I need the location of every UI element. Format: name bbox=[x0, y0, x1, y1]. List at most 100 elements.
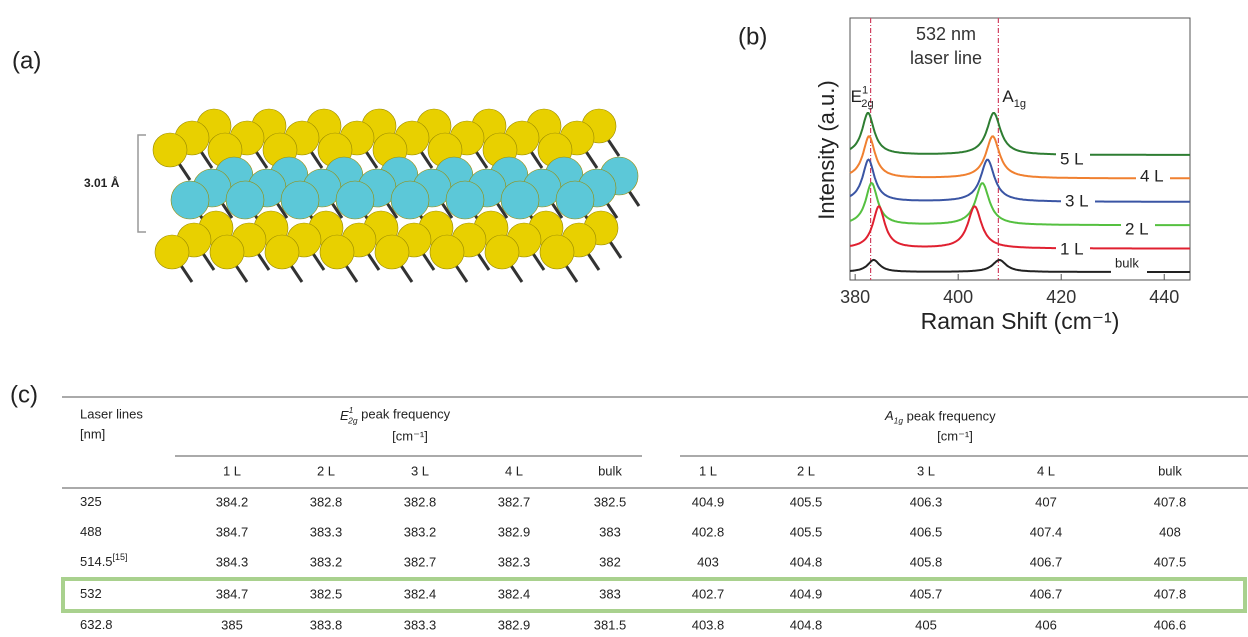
column-header: bulk bbox=[598, 463, 622, 478]
citation: [15] bbox=[113, 552, 128, 562]
superscript: 1 bbox=[862, 84, 868, 96]
superscript: 1 bbox=[349, 405, 354, 415]
chart-title: laser line bbox=[910, 48, 982, 68]
cell: 382.4 bbox=[498, 586, 531, 601]
cell: 383 bbox=[599, 586, 621, 601]
symbol: A bbox=[1002, 87, 1014, 106]
atom bbox=[335, 180, 375, 220]
bracket bbox=[137, 134, 146, 233]
spectrum bbox=[849, 135, 1190, 180]
series-label: 2 L bbox=[1125, 219, 1149, 238]
atom bbox=[374, 234, 410, 270]
label-bg bbox=[1136, 167, 1170, 187]
cell: 382 bbox=[599, 554, 621, 569]
column-header: bulk bbox=[1158, 463, 1182, 478]
unit: [cm⁻¹] bbox=[937, 428, 973, 443]
cell: 383.3 bbox=[310, 524, 343, 539]
header: peak frequency bbox=[358, 407, 451, 422]
symbol-label: E1 2g peak frequency bbox=[340, 405, 451, 425]
cell: 382.5 bbox=[594, 494, 627, 509]
cell: 407.8 bbox=[1154, 586, 1187, 601]
atom bbox=[500, 180, 540, 220]
cell: 408 bbox=[1159, 524, 1181, 539]
x-axis-label: Raman Shift (cm⁻¹) bbox=[921, 308, 1120, 334]
column-header: 1 L bbox=[699, 463, 717, 478]
cell: 404.8 bbox=[790, 617, 823, 632]
atom bbox=[209, 234, 245, 270]
cell: 405.5 bbox=[790, 524, 823, 539]
cell: 406.7 bbox=[1030, 554, 1063, 569]
series-label: 1 L bbox=[1060, 239, 1084, 258]
cell: 405.8 bbox=[910, 554, 943, 569]
cell: 383.2 bbox=[310, 554, 343, 569]
cell: 405.7 bbox=[910, 586, 943, 601]
series-label: bulk bbox=[1115, 255, 1139, 270]
cell: 383.2 bbox=[404, 524, 437, 539]
atom bbox=[319, 234, 355, 270]
cell: 404.9 bbox=[790, 586, 823, 601]
cell: 384.7 bbox=[216, 524, 249, 539]
cell: 382.7 bbox=[498, 494, 531, 509]
row-highlight bbox=[61, 577, 1247, 613]
chart-title: 532 nm bbox=[916, 24, 976, 44]
cell: 384.3 bbox=[216, 554, 249, 569]
cell: 407.5 bbox=[1154, 554, 1187, 569]
cell: 403.8 bbox=[692, 617, 725, 632]
label-bg bbox=[1111, 254, 1147, 274]
cell: 406.7 bbox=[1030, 586, 1063, 601]
laser-line: 325 bbox=[80, 494, 102, 509]
cell: 407.8 bbox=[1154, 494, 1187, 509]
atom bbox=[170, 180, 210, 220]
cell: 382.8 bbox=[310, 494, 343, 509]
table: Laser lines [nm] E1 2g peak frequency [cm⁻¹]… bbox=[61, 396, 1248, 632]
header: [nm] bbox=[80, 426, 105, 441]
cell: 382.9 bbox=[498, 617, 531, 632]
laser-line: 632.8 bbox=[80, 617, 113, 632]
cell: 407.4 bbox=[1030, 524, 1063, 539]
plot-frame bbox=[849, 17, 1191, 281]
thickness-label: 3.01 Å bbox=[84, 175, 120, 190]
atom bbox=[280, 180, 320, 220]
laser: 532 bbox=[80, 586, 102, 601]
symbol-label: A1g peak frequency bbox=[884, 408, 996, 425]
cell: 382.7 bbox=[404, 554, 437, 569]
x-tick-label: 380 bbox=[840, 287, 870, 307]
cell: 383 bbox=[599, 524, 621, 539]
atom bbox=[539, 234, 575, 270]
cell: 406.5 bbox=[910, 524, 943, 539]
column-header: 4 L bbox=[505, 463, 523, 478]
laser-line: 514.5[15] bbox=[80, 552, 128, 569]
symbol: A bbox=[884, 408, 894, 423]
crystal-structure: 3.01 Å bbox=[84, 108, 641, 283]
cell: 383.8 bbox=[310, 617, 343, 632]
cell: 404.8 bbox=[790, 554, 823, 569]
series-label: 4 L bbox=[1140, 166, 1164, 185]
series-label: 5 L bbox=[1060, 149, 1084, 168]
spectrum bbox=[849, 205, 1190, 250]
cell: 384.2 bbox=[216, 494, 249, 509]
label-bg bbox=[1061, 192, 1095, 212]
panel-label: (a) bbox=[12, 47, 41, 74]
atom bbox=[154, 234, 190, 270]
atom bbox=[429, 234, 465, 270]
spectrum bbox=[849, 112, 1190, 156]
label-bg bbox=[1121, 220, 1155, 240]
atom bbox=[390, 180, 430, 220]
column-header: 3 L bbox=[917, 463, 935, 478]
column-header: 4 L bbox=[1037, 463, 1055, 478]
cell: 405 bbox=[915, 617, 937, 632]
atom bbox=[555, 180, 595, 220]
cell: 381.5 bbox=[594, 617, 627, 632]
cell: 406.6 bbox=[1154, 617, 1187, 632]
atom bbox=[445, 180, 485, 220]
label-bg bbox=[1056, 150, 1090, 170]
subscript: 2g bbox=[347, 416, 358, 426]
laser: 514.5 bbox=[80, 554, 113, 569]
laser: 632.8 bbox=[80, 617, 113, 632]
laser: 488 bbox=[80, 524, 102, 539]
cell: 406 bbox=[1035, 617, 1057, 632]
spectrum bbox=[849, 158, 1190, 203]
panel-label: (b) bbox=[738, 23, 767, 50]
x-tick-label: 440 bbox=[1149, 287, 1179, 307]
